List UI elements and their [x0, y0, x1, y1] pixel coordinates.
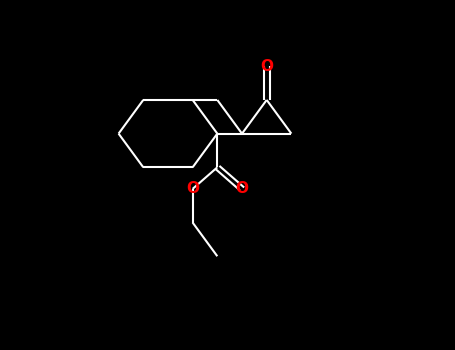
- Text: O: O: [236, 181, 248, 196]
- Text: O: O: [260, 59, 273, 74]
- Text: O: O: [186, 181, 199, 196]
